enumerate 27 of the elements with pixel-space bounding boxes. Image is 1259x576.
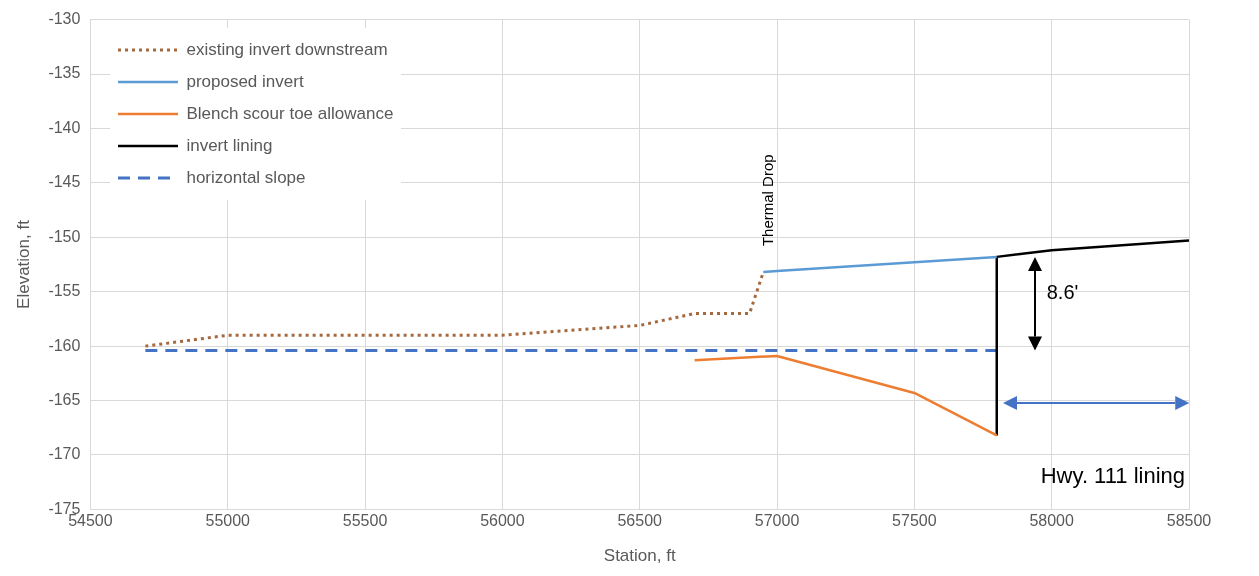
y-tick-label: -145 [48, 173, 81, 191]
y-tick-label: -170 [48, 445, 81, 463]
legend-label: horizontal slope [186, 167, 306, 188]
y-tick-label: -140 [48, 118, 81, 136]
annotation: Hwy. 111 lining [1040, 463, 1186, 489]
x-tick-label: 57500 [892, 512, 937, 530]
legend-label: existing invert downstream [186, 39, 388, 60]
x-tick-label: 55500 [342, 512, 388, 530]
y-axis-title: Elevation, ft [13, 219, 33, 309]
x-tick-label: 56000 [480, 512, 525, 530]
legend-label: invert lining [186, 135, 273, 156]
x-tick-label: 57000 [754, 512, 800, 530]
y-tick-label: -150 [48, 227, 81, 245]
y-tick-label: -130 [48, 10, 81, 28]
annotation: 8.6' [1046, 281, 1079, 304]
legend-label: proposed invert [186, 71, 304, 92]
x-tick-label: 55000 [205, 512, 251, 530]
annotation: Thermal Drop [759, 154, 777, 247]
y-tick-label: -165 [48, 390, 81, 408]
x-tick-label: 58500 [1166, 512, 1212, 530]
y-tick-label: -135 [48, 64, 81, 82]
x-tick-label: 58000 [1029, 512, 1075, 530]
x-axis-title: Station, ft [603, 546, 676, 566]
y-tick-label: -155 [48, 282, 81, 300]
x-tick-label: 56500 [617, 512, 663, 530]
legend-label: Blench scour toe allowance [186, 103, 394, 124]
y-tick-label: -160 [48, 336, 81, 354]
